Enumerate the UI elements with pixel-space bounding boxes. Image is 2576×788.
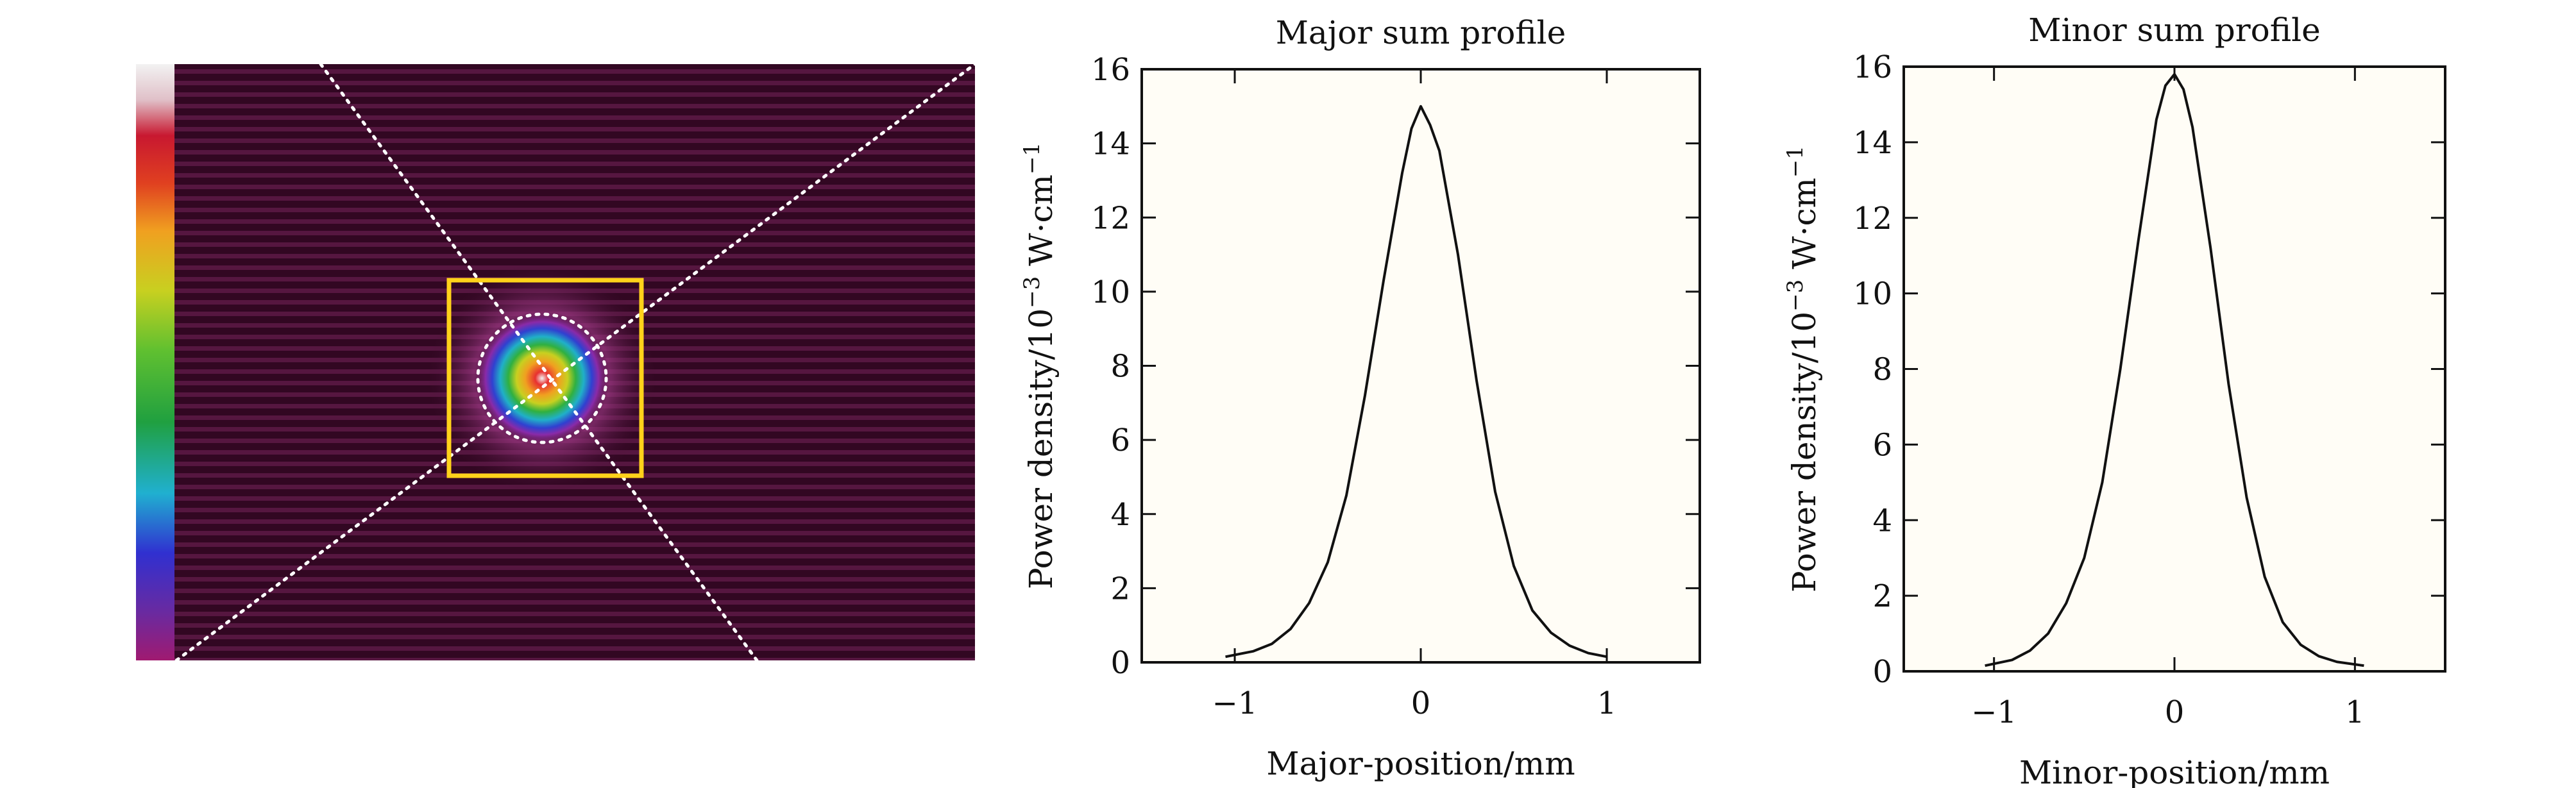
y-tick-label: 16 — [1091, 52, 1130, 88]
y-tick-label: 10 — [1091, 274, 1130, 310]
major-sum-profile-chart: Major sum profile−1 0 10246810121416Major-… — [1019, 14, 1701, 782]
y-axis-label: Power density/10−3 W·cm−1 — [1019, 142, 1060, 589]
x-tick-label: 1 — [2345, 694, 2365, 730]
y-tick-label: 14 — [1853, 125, 1892, 161]
y-tick-label: 12 — [1853, 201, 1892, 237]
colorbar — [136, 64, 174, 660]
y-tick-label: 8 — [1872, 352, 1892, 388]
y-axis-label-exponent: −1 — [1783, 146, 1808, 178]
y-tick-label: 0 — [1110, 645, 1130, 681]
y-axis-label-text: Power density/10 — [1022, 308, 1060, 589]
y-tick-label: 0 — [1872, 654, 1892, 690]
beam-spot — [475, 311, 609, 446]
y-axis-label-exponent: −3 — [1019, 276, 1045, 308]
y-axis-label-exponent: −1 — [1019, 142, 1045, 174]
y-tick-label: 16 — [1853, 49, 1892, 85]
y-axis-label-text: W·cm — [1786, 178, 1823, 280]
y-tick-label: 6 — [1110, 423, 1130, 458]
y-tick-label: 10 — [1853, 276, 1892, 312]
chart-title: Minor sum profile — [2028, 12, 2320, 49]
y-tick-label: 2 — [1110, 571, 1130, 607]
x-tick-label: 0 — [2165, 694, 2185, 730]
minor-sum-profile-chart: Minor sum profile−1 0 10246810121416Minor-… — [1783, 12, 2446, 788]
y-tick-label: 8 — [1110, 349, 1130, 385]
plot-area — [1140, 68, 1701, 664]
beam-contour — [476, 312, 608, 444]
x-axis-label: Major-position/mm — [1266, 745, 1575, 782]
y-tick-label: 2 — [1872, 578, 1892, 614]
plot-area — [1902, 65, 2446, 673]
x-tick-label: 1 — [1597, 685, 1617, 721]
x-tick-label: −1 — [1212, 685, 1258, 721]
y-axis-label-text: Power density/10 — [1786, 312, 1823, 592]
y-tick-label: 4 — [1110, 497, 1130, 533]
x-tick-label: 0 — [1411, 685, 1431, 721]
y-axis-label: Power density/10−3 W·cm−1 — [1783, 146, 1823, 592]
chart-title: Major sum profile — [1276, 14, 1566, 51]
beam-image-panel — [136, 64, 975, 660]
roi-box — [446, 278, 644, 478]
y-tick-label: 14 — [1091, 126, 1130, 162]
x-axis-label: Minor-position/mm — [2019, 754, 2330, 788]
y-axis-label-text: W·cm — [1022, 174, 1060, 276]
y-tick-label: 12 — [1091, 200, 1130, 236]
y-axis-label-exponent: −3 — [1783, 280, 1808, 312]
y-tick-label: 6 — [1872, 427, 1892, 463]
x-tick-label: −1 — [1971, 694, 2017, 730]
y-tick-label: 4 — [1872, 503, 1892, 539]
guide-line-major — [319, 64, 759, 660]
